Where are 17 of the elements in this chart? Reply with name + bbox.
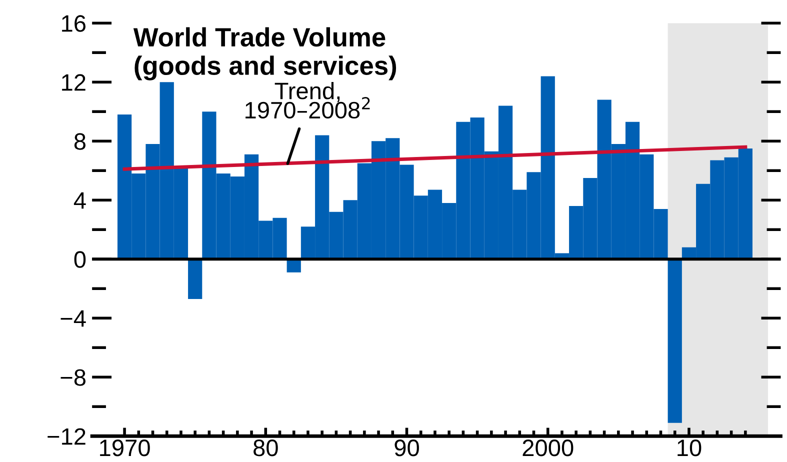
y-tick-label: 12 (62, 74, 86, 91)
x-tick-label: 2000 (522, 440, 574, 456)
x-tick-label: 1970 (100, 440, 150, 456)
y-tick-label: 16 (62, 15, 86, 32)
text: World Trade Volume (goods and services) (133, 27, 396, 80)
annotation: Trend, 1970–2008$^{2}$ (246, 82, 370, 119)
x-tick-label: 10 (678, 440, 702, 456)
y-tick-label: −4 (60, 310, 86, 327)
y-tick-label: −12 (48, 428, 86, 445)
y-tick-label: 4 (74, 192, 86, 209)
x-tick-label: 80 (254, 440, 278, 456)
y-tick-label: −8 (60, 369, 86, 386)
x-tick-label: 90 (394, 440, 419, 456)
bar (668, 259, 682, 423)
bar (188, 259, 202, 299)
y-tick-label: 8 (74, 133, 86, 150)
y-tick-label: 0 (74, 251, 86, 268)
